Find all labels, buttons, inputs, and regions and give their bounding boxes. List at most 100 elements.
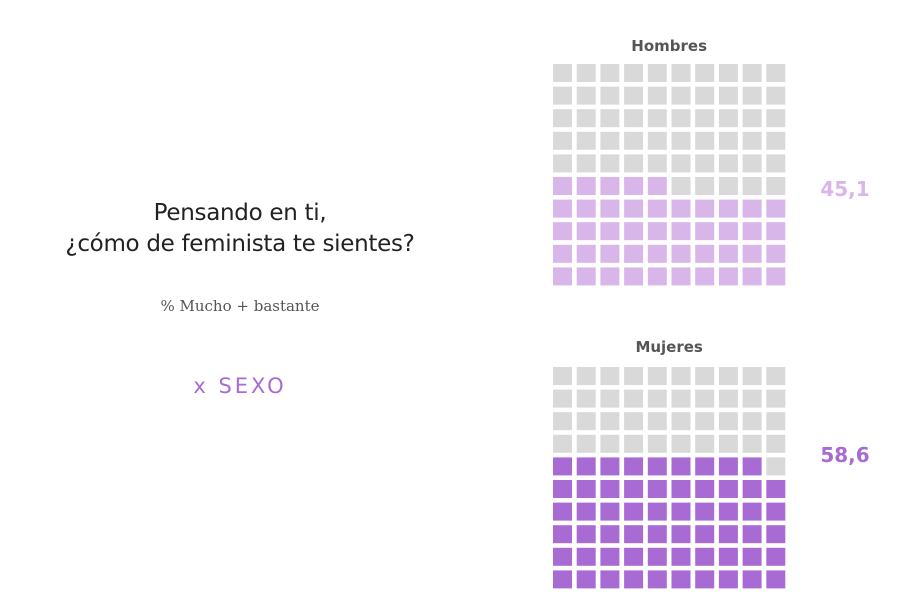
waffle-cell-hombres-filled: [647, 267, 667, 286]
waffle-cell-mujeres-empty: [695, 434, 715, 453]
waffle-cell-mujeres-empty: [553, 367, 572, 385]
waffle-cell-hombres-empty: [647, 64, 667, 82]
waffle-cell-mujeres-filled: [766, 570, 786, 589]
waffle-cell-mujeres-empty: [695, 389, 715, 408]
waffle-cell-hombres-empty: [671, 109, 691, 128]
waffle-cell-hombres-filled: [671, 267, 691, 286]
waffle-cell-mujeres-filled: [671, 547, 691, 566]
waffle-cell-hombres-filled: [576, 244, 596, 263]
waffle-cell-mujeres-empty: [647, 367, 667, 385]
waffle-cell-mujeres-empty: [600, 412, 620, 431]
waffle-cell-hombres-empty: [553, 131, 572, 150]
waffle-cell-hombres-empty: [718, 177, 738, 195]
waffle-cell-mujeres-filled: [647, 525, 667, 544]
waffle-cell-mujeres-filled: [624, 480, 644, 498]
waffle-cell-mujeres-filled: [624, 457, 644, 476]
waffle-cell-hombres-filled: [742, 199, 762, 218]
waffle-cell-mujeres-filled: [718, 547, 738, 566]
waffle-cell-mujeres-empty: [718, 434, 738, 453]
waffle-cell-hombres-filled: [553, 177, 572, 195]
waffle-cell-mujeres-empty: [624, 389, 644, 408]
waffle-cell-mujeres-filled: [600, 502, 620, 521]
waffle-cell-hombres-filled: [600, 244, 620, 263]
waffle-cell-mujeres-empty: [766, 367, 786, 385]
waffle-cell-hombres-empty: [647, 154, 667, 173]
waffle-cell-hombres-filled: [718, 244, 738, 263]
waffle-cell-hombres-filled: [742, 244, 762, 263]
waffle-cell-mujeres-filled: [766, 525, 786, 544]
waffle-cell-hombres-filled: [647, 244, 667, 263]
waffle-cell-hombres-empty: [718, 86, 738, 105]
waffle-cell-hombres-filled: [553, 244, 572, 263]
waffle-cell-mujeres-empty: [671, 389, 691, 408]
waffle-cell-hombres-empty: [624, 109, 644, 128]
waffle-cell-hombres-filled: [671, 222, 691, 241]
waffle-cell-hombres-filled: [600, 177, 620, 195]
waffle-cell-mujeres-empty: [576, 389, 596, 408]
waffle-cell-hombres-empty: [695, 86, 715, 105]
waffle-cell-hombres-filled: [766, 267, 786, 286]
waffle-cell-hombres-empty: [742, 64, 762, 82]
waffle-cell-hombres-empty: [553, 86, 572, 105]
waffle-cell-mujeres-filled: [624, 570, 644, 589]
waffle-cell-mujeres-filled: [671, 525, 691, 544]
waffle-cell-mujeres-filled: [553, 570, 572, 589]
waffle-cell-mujeres-filled: [553, 525, 572, 544]
waffle-cell-hombres-empty: [624, 64, 644, 82]
waffle-cell-hombres-empty: [553, 109, 572, 128]
waffle-cell-hombres-filled: [624, 199, 644, 218]
waffle-cell-hombres-empty: [576, 64, 596, 82]
waffle-cell-mujeres-empty: [695, 412, 715, 431]
title-line-1: Pensando en ti,: [153, 200, 327, 226]
waffle-cell-hombres-filled: [576, 222, 596, 241]
waffle-cell-hombres-empty: [742, 109, 762, 128]
waffle-cell-mujeres-filled: [671, 570, 691, 589]
waffle-cell-mujeres-empty: [647, 434, 667, 453]
waffle-cell-mujeres-empty: [766, 389, 786, 408]
waffle-cell-hombres-filled: [647, 222, 667, 241]
waffle-cell-mujeres-filled: [742, 570, 762, 589]
waffle-cell-mujeres-filled: [766, 480, 786, 498]
waffle-cell-mujeres-empty: [718, 367, 738, 385]
waffle-cell-hombres-filled: [647, 177, 667, 195]
waffle-cell-hombres-empty: [766, 177, 786, 195]
waffle-cell-mujeres-empty: [766, 412, 786, 431]
waffle-cell-mujeres-empty: [742, 367, 762, 385]
waffle-cell-mujeres-filled: [647, 480, 667, 498]
waffle-cell-hombres-filled: [624, 244, 644, 263]
waffle-cell-hombres-filled: [718, 222, 738, 241]
waffle-cell-hombres-empty: [600, 154, 620, 173]
waffle-cell-mujeres-filled: [600, 570, 620, 589]
waffle-cell-mujeres-filled: [695, 570, 715, 589]
waffle-cell-hombres-empty: [553, 64, 572, 82]
waffle-cell-hombres-empty: [624, 154, 644, 173]
waffle-cell-hombres-filled: [766, 222, 786, 241]
waffle-cell-hombres-empty: [576, 86, 596, 105]
waffle-cell-mujeres-empty: [647, 389, 667, 408]
waffle-cell-mujeres-filled: [695, 502, 715, 521]
waffle-cell-mujeres-filled: [576, 570, 596, 589]
waffle-cell-hombres-filled: [647, 199, 667, 218]
waffle-cell-hombres-empty: [695, 177, 715, 195]
waffle-cell-hombres-empty: [671, 86, 691, 105]
waffle-title-hombres: Hombres: [631, 37, 707, 55]
waffle-cell-hombres-filled: [695, 244, 715, 263]
waffle-cell-mujeres-empty: [695, 367, 715, 385]
waffle-cell-hombres-empty: [671, 154, 691, 173]
waffle-cell-mujeres-empty: [576, 434, 596, 453]
waffle-cell-mujeres-filled: [647, 457, 667, 476]
waffle-cell-mujeres-filled: [600, 547, 620, 566]
waffle-cell-hombres-empty: [647, 109, 667, 128]
waffle-cell-mujeres-empty: [766, 457, 786, 476]
waffle-cell-hombres-empty: [671, 131, 691, 150]
waffle-cell-mujeres-filled: [695, 547, 715, 566]
waffle-cell-hombres-filled: [576, 177, 596, 195]
waffle-cell-mujeres-filled: [624, 547, 644, 566]
waffle-cell-hombres-empty: [742, 86, 762, 105]
waffle-cell-mujeres-empty: [600, 367, 620, 385]
waffle-cell-mujeres-filled: [742, 547, 762, 566]
waffle-title-mujeres: Mujeres: [635, 338, 702, 356]
waffle-cell-mujeres-filled: [600, 480, 620, 498]
waffle-cell-hombres-empty: [718, 64, 738, 82]
waffle-cell-mujeres-filled: [576, 502, 596, 521]
